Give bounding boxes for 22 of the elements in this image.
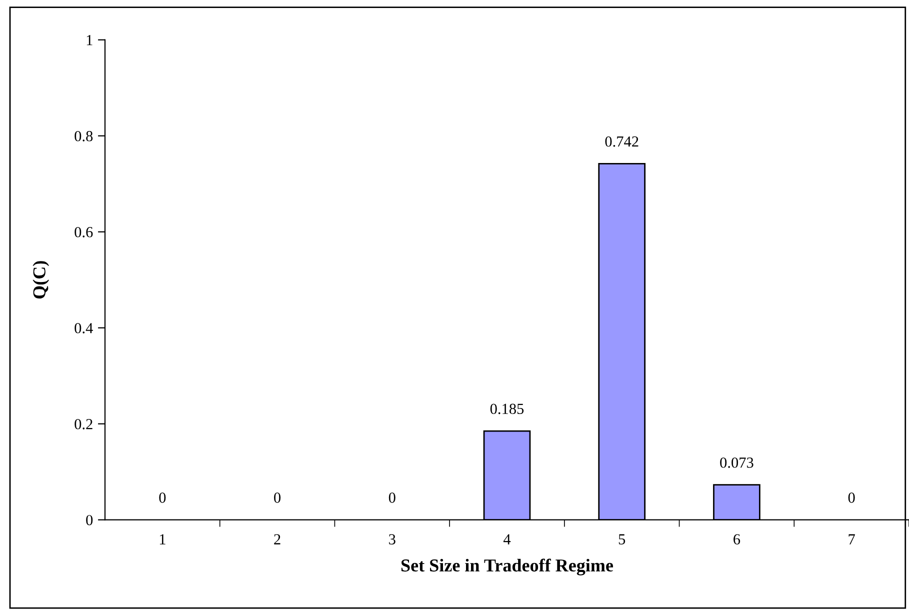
y-tick-label: 0.6 xyxy=(74,226,93,238)
data-label: 0 xyxy=(388,492,396,503)
x-tick-label: 7 xyxy=(848,534,855,544)
x-tick-label: 2 xyxy=(274,534,280,544)
data-label: 0 xyxy=(848,492,855,503)
y-tick-label: 0.8 xyxy=(74,130,93,142)
y-tick-label: 0.2 xyxy=(74,418,92,430)
x-tick-label: 4 xyxy=(503,534,511,544)
x-tick-label: 6 xyxy=(734,534,740,544)
data-label: 0.073 xyxy=(720,457,754,468)
data-label: 0 xyxy=(274,492,281,503)
x-axis-title: Set Size in Tradeoff Regime xyxy=(401,558,614,576)
y-tick-label: 0 xyxy=(86,514,93,526)
y-axis-title: Q(C) xyxy=(32,261,50,299)
data-label: 0.185 xyxy=(490,404,524,414)
y-tick-label: 1 xyxy=(86,35,92,46)
data-label: 0.742 xyxy=(605,136,638,147)
x-tick-label: 5 xyxy=(618,534,626,544)
x-tick-label: 1 xyxy=(160,534,166,544)
x-tick-label: 3 xyxy=(389,534,396,544)
data-label: 0 xyxy=(159,492,166,503)
y-tick-label: 0.4 xyxy=(74,322,93,334)
